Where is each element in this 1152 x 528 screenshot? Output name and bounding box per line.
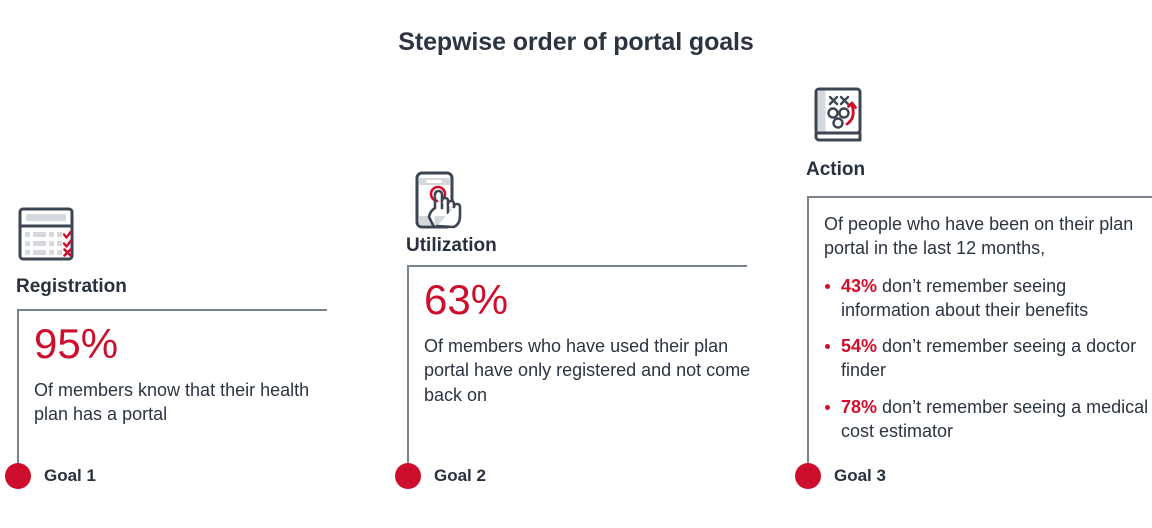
stage-heading-utilization: Utilization [406,235,497,256]
goal-dot-icon [795,463,821,489]
stage-content-utilization: 63% Of members who have used their plan … [424,276,754,407]
bullet-text: don’t remember seeing a doctor finder [841,336,1137,381]
bullet-dot-icon [825,405,830,411]
page-title: Stepwise order of portal goals [398,28,754,56]
bullet-percent: 54% [841,336,878,357]
action-lead-in-text: Of people who have been on their plan po… [824,214,1134,259]
stage-content-action: Of people who have been on their plan po… [824,212,1152,444]
bullet-percent: 78% [841,397,878,418]
goal-label-3: Goal 3 [834,466,886,485]
goal-label-1: Goal 1 [44,466,96,485]
list-item: 43% don’t remember seeing information ab… [824,275,1152,323]
bracket-rule-registration [17,309,327,476]
stat-description-registration: Of members know that their health plan h… [34,380,310,425]
stat-description-utilization: Of members who have used their plan port… [424,336,751,405]
goal-marker-1: Goal 1 [5,463,96,489]
goal-label-2: Goal 2 [434,466,486,485]
bullet-dot-icon [825,344,830,350]
bracket-rule-utilization [407,265,747,476]
tap-phone-icon [408,168,472,232]
bullet-text: don’t remember seeing information about … [841,275,1089,320]
stat-value-registration: 95% [34,320,119,367]
list-item: 78% don’t remember seeing a medical cost… [824,396,1152,444]
goal-marker-2: Goal 2 [395,463,486,489]
list-item: 54% don’t remember seeing a doctor finde… [824,335,1152,383]
stage-heading-registration: Registration [16,276,127,297]
stat-value-utilization: 63% [424,276,509,323]
bullet-percent: 43% [841,275,878,296]
bracket-rule-action [807,196,1152,476]
action-stat-list: 43% don’t remember seeing information ab… [824,275,1152,445]
bullet-text: don’t remember seeing a medical cost est… [841,397,1149,442]
playbook-icon [808,84,872,148]
goal-dot-icon [395,463,421,489]
bullet-dot-icon [825,283,830,289]
stage-heading-action: Action [806,159,866,180]
checklist-form-icon [14,202,78,266]
stage-content-registration: 95% Of members know that their health pl… [34,320,324,427]
goal-marker-3: Goal 3 [795,463,886,489]
goal-dot-icon [5,463,31,489]
